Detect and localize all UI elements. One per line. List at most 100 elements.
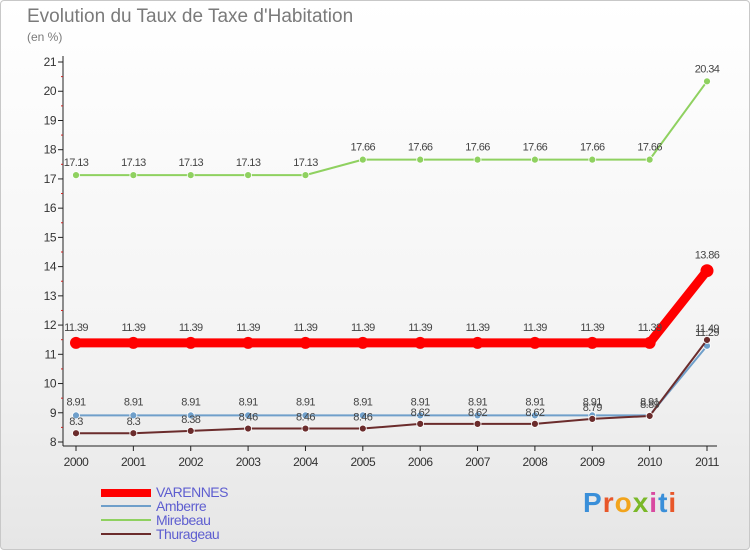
data-label: 8.91 (411, 396, 430, 408)
x-tick-label: 2008 (523, 455, 549, 469)
data-label: 17.66 (408, 142, 433, 154)
x-tick-label: 2002 (178, 455, 204, 469)
series-line-thurageau (75, 338, 708, 435)
data-point (186, 426, 195, 435)
x-tick-label: 2000 (64, 455, 90, 469)
data-point (700, 264, 714, 278)
data-point (244, 424, 252, 433)
data-label: 11.39 (236, 322, 260, 334)
data-point (645, 412, 654, 420)
data-point (645, 155, 654, 164)
data-point (358, 155, 367, 164)
x-tick-label: 2004 (293, 455, 319, 469)
data-label: 13.86 (695, 250, 720, 262)
data-label: 11.49 (695, 323, 719, 335)
logo-letter: t (658, 487, 669, 518)
data-label: 17.13 (121, 157, 146, 169)
x-tick-label: 2006 (408, 455, 434, 469)
data-point (244, 171, 252, 180)
data-point (127, 336, 140, 349)
legend-swatch (101, 505, 151, 507)
data-point (129, 411, 138, 420)
logo-letter: o (614, 487, 633, 518)
data-label: 8.91 (296, 396, 315, 408)
data-point (588, 155, 597, 164)
data-label: 8.46 (296, 412, 315, 424)
legend-swatch (101, 489, 151, 497)
data-point (72, 429, 80, 438)
data-label: 8.91 (353, 396, 372, 408)
axes: 8 9 10 11 12 13 14 15 16 17 18 19 20 21 2000 2001 2002 20… (44, 55, 721, 469)
data-point (301, 424, 310, 433)
data-point (301, 411, 310, 420)
data-point (244, 411, 252, 420)
y-tick-label: 11 (45, 347, 57, 361)
data-label: 17.13 (293, 157, 318, 169)
legend-swatch (101, 533, 151, 535)
series-lines (70, 77, 714, 438)
data-point (299, 336, 312, 349)
series-line-amberre (75, 344, 708, 417)
data-point (129, 429, 138, 438)
series-line-varennes (71, 266, 712, 348)
y-tick-label: 13 (44, 289, 57, 303)
data-label: 8.91 (525, 396, 544, 408)
data-label: 8.46 (353, 412, 372, 424)
data-label: 8.91 (640, 396, 659, 408)
data-point (703, 77, 711, 86)
logo-letter: r (602, 487, 615, 518)
data-point (588, 415, 597, 423)
data-label: 8.3 (69, 416, 83, 428)
data-label: 17.66 (351, 142, 376, 154)
x-tick-label: 2010 (637, 455, 663, 469)
y-tick-label: 16 (44, 201, 57, 215)
data-label: 8.91 (583, 396, 602, 408)
data-point (416, 411, 425, 420)
data-point (473, 411, 482, 420)
y-tick-label: 19 (44, 113, 57, 127)
data-point (528, 336, 541, 349)
y-tick-label: 10 (44, 377, 57, 391)
series-line-mirebeau (75, 80, 708, 177)
logo-letter: i (649, 487, 659, 518)
chart-title: Evolution du Taux de Taxe d'Habitation (27, 6, 354, 27)
data-label: 8.91 (181, 396, 200, 408)
data-point (301, 171, 310, 180)
data-labels: 11.39 11.39 11.39 11.39 11.39 11.39 11.39 11.39… (64, 63, 721, 428)
data-label: 8.62 (468, 407, 487, 419)
data-label: 11.39 (408, 322, 432, 334)
data-point (531, 155, 539, 164)
data-label: 20.34 (695, 63, 720, 75)
logo-letter: P (583, 487, 603, 518)
y-tick-label: 15 (44, 230, 57, 244)
legend-label: Mirebeau (156, 512, 211, 528)
legend-label: Amberre (156, 498, 207, 514)
data-label: 11.39 (466, 322, 490, 334)
chart-subtitle: (en %) (27, 30, 63, 44)
data-label: 11.29 (695, 327, 719, 339)
y-tick-label: 17 (44, 172, 57, 186)
data-label: 17.66 (523, 142, 548, 154)
legend-label: Thurageau (156, 526, 220, 542)
data-point (416, 419, 425, 428)
data-label: 8.91 (239, 396, 258, 408)
data-label: 11.39 (122, 322, 146, 334)
data-label: 8.3 (127, 416, 141, 428)
data-label: 11.39 (179, 322, 203, 334)
data-label: 8.91 (124, 396, 143, 408)
data-point (129, 171, 138, 180)
y-tick-label: 20 (44, 84, 57, 98)
data-point (586, 336, 599, 349)
logo-letter: i (668, 487, 678, 518)
data-label: 8.62 (411, 407, 430, 419)
data-label: 17.13 (64, 157, 89, 169)
x-tick-label: 2011 (695, 455, 720, 469)
data-point (358, 411, 367, 420)
data-label: 8.62 (525, 407, 544, 419)
data-label: 17.66 (637, 142, 662, 154)
data-label: 8.46 (239, 412, 258, 424)
data-point (356, 336, 369, 349)
data-label: 11.39 (580, 322, 604, 334)
